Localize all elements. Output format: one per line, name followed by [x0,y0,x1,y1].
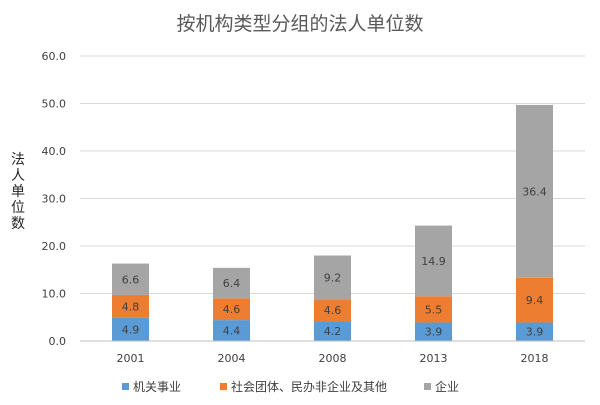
bar-segment [112,263,149,295]
x-tick-label: 2004 [218,352,246,365]
x-tick-label: 2013 [420,352,448,365]
bar-stack-2013: 3.9 5.5 14.9 [415,225,452,341]
data-label: 6.4 [223,277,241,290]
bar-segment [516,104,553,278]
legend-item: 社会团体、民办非企业及其他 [220,379,387,394]
bars: 4.94.86.64.44.66.44.24.69.23.95.514.93.9… [112,104,553,341]
bar-stack-2004: 4.4 4.6 6.4 [213,267,250,341]
data-label: 9.4 [526,294,544,307]
y-tick-label: 30.0 [42,193,67,206]
data-label: 4.8 [122,300,140,313]
bar-stack-2001: 4.9 4.8 6.6 [112,263,149,341]
bar-segment [415,322,452,341]
bar-segment [213,298,250,321]
y-tick-label: 10.0 [42,288,67,301]
y-axis-ticks: 0.0 10.0 20.0 30.0 40.0 50.0 60.0 [42,50,67,348]
bar-segment [516,277,553,323]
legend-item: 企业 [424,379,459,394]
bar-segment [112,317,149,341]
bar-segment [314,299,351,322]
x-tick-label: 2008 [319,352,347,365]
bar-stack-2008: 4.2 4.6 9.2 [314,255,351,341]
data-label: 4.2 [324,325,342,338]
data-label: 9.2 [324,271,342,284]
data-label: 6.6 [122,273,140,286]
bar-segment [415,225,452,297]
data-label: 4.4 [223,325,241,338]
legend-item: 机关事业 [122,380,181,394]
legend-label: 社会团体、民办非企业及其他 [231,379,387,394]
data-label: 3.9 [425,326,443,339]
data-label: 3.9 [526,326,544,339]
data-label: 4.9 [122,323,140,336]
x-axis-ticks: 2001 2004 2008 2013 2018 [117,352,549,365]
gridlines [80,55,585,294]
x-tick-label: 2001 [117,352,145,365]
bar-segment [516,322,553,341]
chart-title: 按机构类型分组的法人单位数 [176,13,423,35]
bar-segment [112,294,149,318]
data-label: 36.4 [522,185,547,198]
data-label: 14.9 [421,255,446,268]
legend-label: 机关事业 [133,380,181,394]
y-tick-label: 60.0 [42,50,67,63]
bar-segment [213,267,250,299]
bar-segment [213,320,250,341]
data-label: 4.6 [223,303,241,316]
y-tick-label: 20.0 [42,240,67,253]
data-label: 5.5 [425,303,443,316]
legend: 机关事业 社会团体、民办非企业及其他 企业 [122,379,459,394]
y-axis-label: 法人单位数 [11,152,25,232]
y-tick-label: 40.0 [42,145,67,158]
bar-segment [314,255,351,300]
bar-stack-2018: 3.9 9.4 36.4 [516,104,553,341]
legend-swatch [220,383,227,390]
legend-label: 企业 [435,379,459,394]
bar-segment [314,321,351,341]
legend-swatch [424,383,431,390]
x-tick-label: 2018 [521,352,549,365]
y-tick-label: 50.0 [42,98,67,111]
legend-swatch [122,383,129,390]
data-label: 4.6 [324,304,342,317]
bar-segment [415,296,452,323]
y-tick-label: 0.0 [49,335,67,348]
